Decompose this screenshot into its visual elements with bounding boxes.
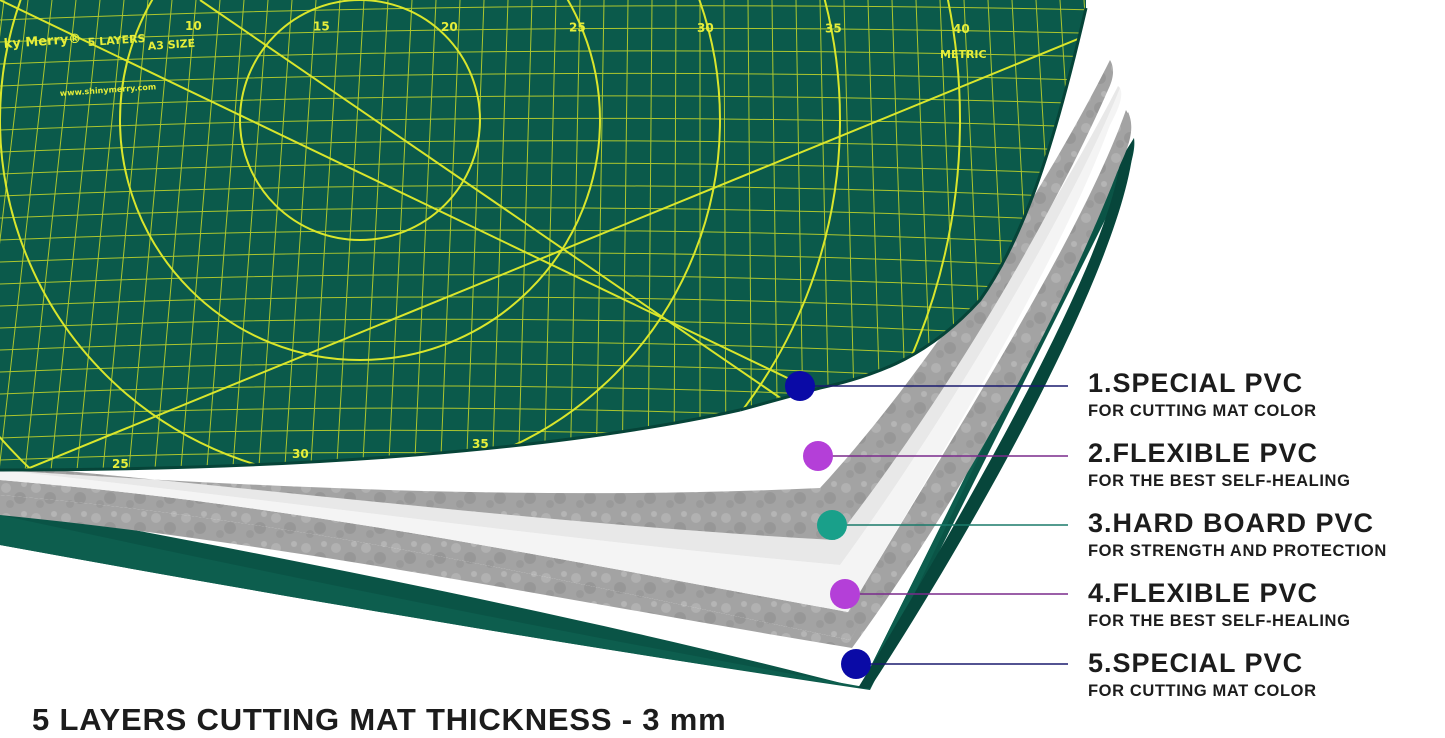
diagonal-guide-line bbox=[0, 29, 1086, 470]
layer-1-title: 1.SPECIAL PVC bbox=[1088, 368, 1304, 398]
angle-arc bbox=[239, 0, 481, 241]
layer-1-label: 1.SPECIAL PVC FOR CUTTING MAT COLOR bbox=[1088, 368, 1317, 422]
layer-4-subtitle: FOR THE BEST SELF-HEALING bbox=[1088, 612, 1351, 630]
grid-line-vertical bbox=[309, 0, 341, 470]
layer-3-title: 3.HARD BOARD PVC bbox=[1088, 508, 1375, 538]
top-ruler-number: 20 bbox=[441, 20, 458, 34]
grid-line-vertical bbox=[205, 0, 245, 470]
grid-line-vertical bbox=[0, 0, 29, 470]
grid-line-horizontal bbox=[0, 117, 1086, 131]
grid-line-vertical bbox=[517, 0, 533, 470]
mat-metric-text: METRIC bbox=[940, 48, 987, 61]
grid-line-vertical bbox=[257, 0, 293, 470]
layer-1-top-mat bbox=[0, 0, 1086, 470]
grid-line-vertical bbox=[75, 0, 125, 470]
grid-line-vertical bbox=[723, 0, 727, 470]
layer-2-subtitle: FOR THE BEST SELF-HEALING bbox=[1088, 472, 1351, 490]
top-ruler-number: 25 bbox=[569, 21, 586, 35]
top-ruler-number: 35 bbox=[825, 22, 842, 36]
grid-line-vertical bbox=[569, 0, 581, 470]
thickness-caption: 5 LAYERS CUTTING MAT THICKNESS - 3 mm bbox=[32, 702, 727, 737]
grid-line-vertical bbox=[283, 0, 317, 470]
layer-2-dot bbox=[803, 441, 833, 471]
layer-5-subtitle: FOR CUTTING MAT COLOR bbox=[1088, 682, 1317, 700]
layer-5-label: 5.SPECIAL PVC FOR CUTTING MAT COLOR bbox=[1088, 648, 1317, 702]
layer-5-dot bbox=[841, 649, 871, 679]
bottom-ruler-number: 35 bbox=[472, 437, 489, 451]
layer-3-label: 3.HARD BOARD PVC FOR STRENGTH AND PROTEC… bbox=[1088, 508, 1387, 562]
layer-2-title: 2.FLEXIBLE PVC bbox=[1088, 438, 1319, 468]
angle-arc bbox=[0, 0, 961, 470]
grid-line-horizontal bbox=[0, 27, 1086, 43]
bottom-ruler-number: 25 bbox=[112, 457, 129, 471]
angle-arc bbox=[0, 0, 841, 470]
angle-arc bbox=[0, 0, 721, 470]
top-ruler-number: 40 bbox=[953, 22, 970, 36]
angle-arc bbox=[119, 0, 601, 361]
grid-line-horizontal bbox=[0, 318, 1086, 340]
grid-line-horizontal bbox=[0, 72, 1086, 87]
grid-line-vertical bbox=[179, 0, 221, 470]
grid-line-horizontal bbox=[0, 5, 1086, 21]
grid-line-horizontal bbox=[0, 184, 1086, 199]
mat-size-text: A3 SIZE bbox=[147, 37, 195, 53]
layer-4-label: 4.FLEXIBLE PVC FOR THE BEST SELF-HEALING bbox=[1088, 578, 1351, 632]
grid-line-vertical bbox=[595, 0, 605, 470]
grid-line-vertical bbox=[621, 0, 629, 470]
grid-line-horizontal bbox=[0, 140, 1086, 153]
grid-line-horizontal bbox=[0, 50, 1086, 65]
grid-line-horizontal bbox=[0, 296, 1086, 316]
grid-line-vertical bbox=[439, 0, 461, 470]
layer-3-dot bbox=[817, 510, 847, 540]
layer-1-subtitle: FOR CUTTING MAT COLOR bbox=[1088, 402, 1317, 420]
grid-line-vertical bbox=[231, 0, 269, 470]
grid-line-vertical bbox=[465, 0, 485, 470]
grid-line-vertical bbox=[647, 0, 653, 470]
mat-layers-text: 5 LAYERS bbox=[87, 32, 146, 49]
grid-line-horizontal bbox=[0, 207, 1086, 222]
mat-brand-text: ky Merry® bbox=[3, 32, 82, 52]
grid-line-vertical bbox=[49, 0, 101, 470]
layer-1-dot bbox=[785, 371, 815, 401]
layer-4-dot bbox=[830, 579, 860, 609]
grid-line-vertical bbox=[673, 0, 677, 470]
top-ruler-number: 10 bbox=[185, 19, 202, 33]
layer-2-label: 2.FLEXIBLE PVC FOR THE BEST SELF-HEALING bbox=[1088, 438, 1351, 492]
layer-3-subtitle: FOR STRENGTH AND PROTECTION bbox=[1088, 542, 1387, 560]
layer-5-title: 5.SPECIAL PVC bbox=[1088, 648, 1304, 678]
top-ruler-number: 30 bbox=[697, 21, 714, 35]
grid-line-horizontal bbox=[0, 229, 1086, 246]
top-ruler-number: 15 bbox=[313, 20, 330, 34]
grid-line-vertical bbox=[747, 0, 753, 470]
grid-line-vertical bbox=[23, 0, 77, 470]
layer-markers bbox=[785, 371, 1068, 679]
grid-line-vertical bbox=[0, 0, 53, 470]
grid-line-horizontal bbox=[0, 162, 1086, 175]
layer-4-title: 4.FLEXIBLE PVC bbox=[1088, 578, 1319, 608]
grid-line-vertical bbox=[101, 0, 149, 470]
grid-line-vertical bbox=[387, 0, 413, 470]
grid-line-horizontal bbox=[0, 274, 1086, 293]
grid-line-vertical bbox=[413, 0, 437, 470]
grid-line-horizontal bbox=[0, 95, 1086, 109]
bottom-ruler-number: 30 bbox=[292, 447, 309, 461]
